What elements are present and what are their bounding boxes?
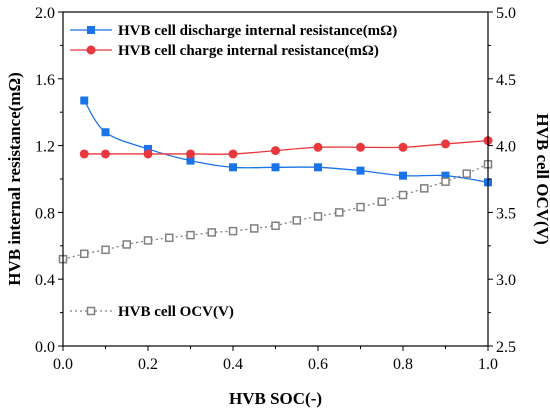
data-point-charge <box>313 142 323 152</box>
data-point-charge <box>271 146 280 156</box>
left-y-tick-label: 1.6 <box>35 72 55 89</box>
data-point-ocv <box>398 190 408 200</box>
right-y-tick-label: 5.0 <box>496 5 516 22</box>
x-tick-label: 0.6 <box>308 356 328 373</box>
data-point-ocv <box>228 226 238 236</box>
data-point-discharge <box>186 156 195 165</box>
x-tick-label: 1.0 <box>478 356 498 373</box>
data-point-ocv <box>207 228 216 237</box>
right-y-tick-label: 3.5 <box>496 205 516 222</box>
right-y-tick-label: 3.0 <box>496 272 516 289</box>
data-point-discharge <box>80 96 89 105</box>
data-point-discharge <box>144 144 152 153</box>
series-charge <box>79 136 493 159</box>
right-y-tick-label: 4.5 <box>496 72 516 89</box>
left-y-tick-label: 0.4 <box>35 272 55 289</box>
series-line-discharge <box>83 100 489 183</box>
data-point-ocv <box>186 230 195 240</box>
data-point-ocv <box>313 212 323 221</box>
data-point-ocv <box>271 221 280 231</box>
data-point-ocv <box>143 236 153 245</box>
data-point-charge <box>228 149 238 159</box>
data-point-ocv <box>356 202 365 212</box>
data-point-ocv <box>420 184 429 193</box>
left-y-tick-label: 0.8 <box>35 205 55 222</box>
data-point-ocv <box>335 208 344 217</box>
legend-sample-charge-marker <box>86 45 96 55</box>
data-point-discharge <box>399 171 407 180</box>
data-point-charge <box>143 149 153 159</box>
data-point-ocv <box>377 197 386 206</box>
left-y-tick-label: 1.2 <box>35 139 55 156</box>
legend-label-ocv: HVB cell OCV(V) <box>118 304 234 320</box>
data-point-ocv <box>462 169 471 178</box>
x-tick-label: 0.2 <box>138 356 158 373</box>
x-axis-title: HVB SOC(-) <box>229 389 322 408</box>
axes-layer: 0.0 0.2 0.4 0.6 0.8 1.0 0.0 0.4 0.8 1.2 1.6 2.0 2.5 3… <box>35 5 516 373</box>
data-point-discharge <box>356 166 365 175</box>
right-y-axis-title: HVB cell OCV(V) <box>533 113 550 244</box>
data-point-charge <box>398 142 408 152</box>
data-point-discharge <box>101 128 110 137</box>
data-point-ocv <box>122 240 131 249</box>
left-y-tick-label: 2.0 <box>35 5 55 22</box>
left-y-tick-label: 0.0 <box>35 339 55 356</box>
data-point-charge <box>186 149 195 159</box>
x-tick-label: 0.0 <box>53 356 73 373</box>
right-y-tick-label: 2.5 <box>496 339 516 356</box>
data-point-charge <box>79 149 89 159</box>
data-point-charge <box>101 149 110 159</box>
data-point-ocv <box>441 177 450 186</box>
x-tick-label: 0.8 <box>393 356 413 373</box>
legend-sample-discharge-marker <box>87 26 95 34</box>
data-point-ocv <box>292 216 301 225</box>
data-point-discharge <box>229 163 237 172</box>
legend-top: HVB cell discharge internal resistance(m… <box>70 23 397 59</box>
data-point-discharge <box>441 171 450 180</box>
legend-sample-ocv-marker <box>86 306 96 316</box>
data-point-discharge <box>314 163 322 172</box>
data-point-charge <box>441 139 450 149</box>
series-discharge <box>80 96 492 187</box>
plot-frame <box>62 11 489 347</box>
data-point-ocv <box>165 233 174 243</box>
data-point-ocv <box>250 224 259 233</box>
legend-bottom: HVB cell OCV(V) <box>70 304 234 320</box>
data-point-charge <box>356 142 365 152</box>
data-point-ocv <box>80 249 89 259</box>
right-y-tick-label: 4.0 <box>496 139 516 156</box>
x-tick-label: 0.4 <box>223 356 243 373</box>
legend-label-charge: HVB cell charge internal resistance(mΩ) <box>118 43 379 59</box>
left-y-axis-title: HVB internal resistance(mΩ) <box>5 72 24 286</box>
data-point-ocv <box>101 245 110 255</box>
legend-label-discharge: HVB cell discharge internal resistance(m… <box>118 23 397 39</box>
series-layer <box>58 96 493 264</box>
data-point-discharge <box>271 163 280 172</box>
